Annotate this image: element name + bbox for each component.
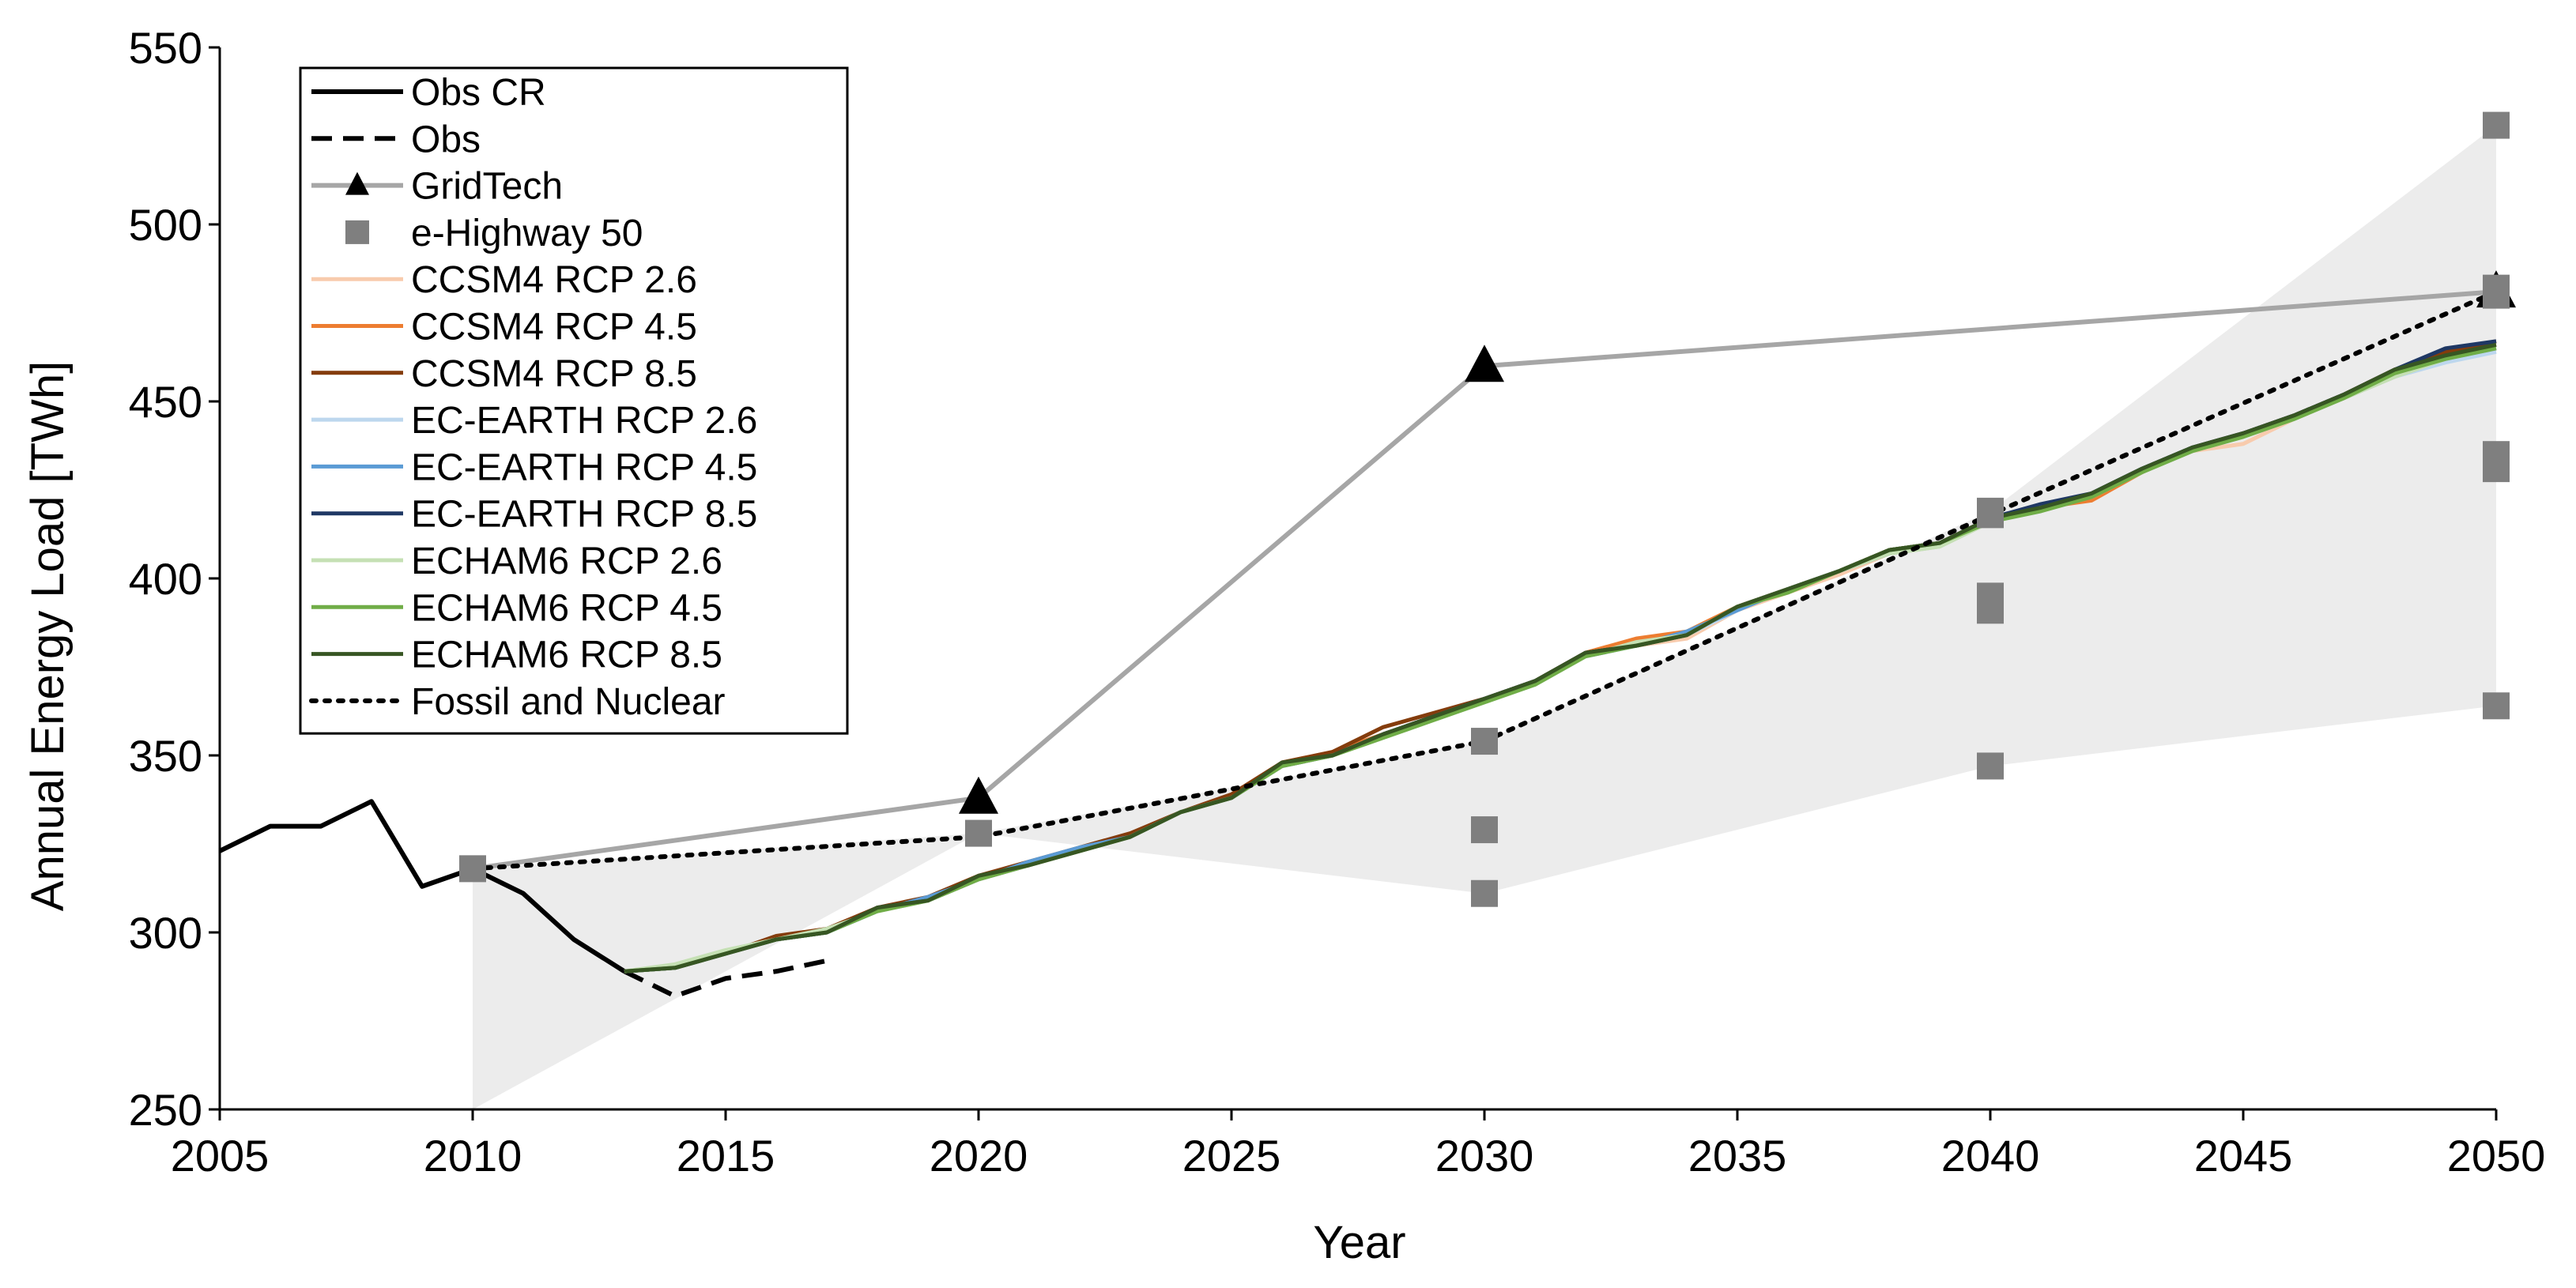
x-tick-label: 2005 <box>171 1131 270 1181</box>
legend-entry-echam6-rcp-4-5: ECHAM6 RCP 4.5 <box>311 587 722 629</box>
x-tick-label: 2045 <box>2194 1131 2293 1181</box>
e-highway-point <box>1471 816 1498 844</box>
legend-entry-e-highway-50: e-Highway 50 <box>345 213 643 254</box>
x-axis-title: Year <box>1313 1217 1405 1268</box>
e-highway-point <box>965 819 992 847</box>
y-axis-title: Annual Energy Load [TWh] <box>22 361 74 911</box>
legend-label: Fossil and Nuclear <box>411 681 726 723</box>
legend-label: e-Highway 50 <box>411 213 643 254</box>
e-highway-point <box>1977 752 2004 780</box>
legend-entry-ccsm4-rcp-8-5: CCSM4 RCP 8.5 <box>311 353 697 395</box>
e-highway-point <box>2483 281 2510 309</box>
legend-label: CCSM4 RCP 2.6 <box>411 259 697 301</box>
x-tick-label: 2020 <box>930 1131 1028 1181</box>
x-tick-label: 2025 <box>1182 1131 1281 1181</box>
legend-entry-obs-cr: Obs CR <box>311 72 546 114</box>
x-tick-label: 2015 <box>677 1131 775 1181</box>
series-line-echam6-rcp-8-5 <box>624 342 2497 974</box>
legend-label: ECHAM6 RCP 2.6 <box>411 540 722 582</box>
legend-label: ECHAM6 RCP 4.5 <box>411 587 722 629</box>
e-highway-point <box>1977 597 2004 624</box>
y-tick-label: 550 <box>129 23 202 73</box>
y-tick-label: 500 <box>129 200 202 250</box>
legend-entry-gridtech: GridTech <box>311 166 563 208</box>
legend-entry-ec-earth-rcp-8-5: EC-EARTH RCP 8.5 <box>311 494 757 536</box>
gridtech-point <box>1465 345 1504 382</box>
legend-label: EC-EARTH RCP 8.5 <box>411 494 757 536</box>
series-line-gridtech <box>472 289 2497 872</box>
shaded-range-area <box>473 125 2496 1109</box>
gridtech-point <box>959 776 998 814</box>
legend-label: Obs CR <box>411 72 546 114</box>
e-highway-point <box>1471 879 1498 907</box>
legend-entry-ccsm4-rcp-2-6: CCSM4 RCP 2.6 <box>311 259 697 301</box>
e-highway-point <box>459 855 486 883</box>
legend-label: CCSM4 RCP 4.5 <box>411 307 697 348</box>
y-tick-label: 350 <box>129 731 202 781</box>
legend-entry-fossil-and-nuclear: Fossil and Nuclear <box>309 681 726 723</box>
x-tick-label: 2030 <box>1435 1131 1534 1181</box>
x-tick-label: 2010 <box>424 1131 522 1181</box>
legend-label: CCSM4 RCP 8.5 <box>411 353 697 395</box>
legend-label: EC-EARTH RCP 2.6 <box>411 400 757 442</box>
y-tick-label: 400 <box>129 554 202 604</box>
legend-entry-echam6-rcp-8-5: ECHAM6 RCP 8.5 <box>311 635 722 676</box>
e-highway-point <box>2483 692 2510 720</box>
x-tick-label: 2050 <box>2447 1131 2546 1181</box>
legend-label: GridTech <box>411 166 563 208</box>
legend-entry-obs: Obs <box>311 119 481 160</box>
legend-marker <box>345 220 369 244</box>
e-highway-point <box>2483 455 2510 483</box>
legend-label: EC-EARTH RCP 4.5 <box>411 446 757 488</box>
shaded-range-layer <box>473 125 2496 1109</box>
legend-marker <box>345 171 369 195</box>
legend-label: ECHAM6 RCP 8.5 <box>411 635 722 676</box>
x-tick-label: 2035 <box>1688 1131 1787 1181</box>
y-tick-label: 450 <box>129 377 202 427</box>
legend-box <box>299 66 849 735</box>
legend-entry-ec-earth-rcp-2-6: EC-EARTH RCP 2.6 <box>311 400 757 442</box>
e-highway-point <box>2483 111 2510 139</box>
e-highway-point <box>1977 501 2004 529</box>
y-tick-label: 300 <box>129 908 202 958</box>
legend-entry-echam6-rcp-2-6: ECHAM6 RCP 2.6 <box>311 540 722 582</box>
legend-label: Obs <box>411 119 481 160</box>
marker-layer <box>459 111 2516 907</box>
legend-entry-ccsm4-rcp-4-5: CCSM4 RCP 4.5 <box>311 307 697 348</box>
legend-entry-ec-earth-rcp-4-5: EC-EARTH RCP 4.5 <box>311 446 757 488</box>
y-tick-label: 250 <box>129 1085 202 1135</box>
legend: Obs CR Obs GridTech e-Highway 50 CCSM4 RCP 2… <box>299 66 849 735</box>
axes: 250 300 350 400 450 500 550 2005 2010 2015 2020 202… <box>129 23 2546 1181</box>
e-highway-point <box>1471 728 1498 755</box>
x-tick-label: 2040 <box>1941 1131 2040 1181</box>
series-line-obs <box>623 958 828 999</box>
series-line-obs-cr <box>218 799 626 974</box>
